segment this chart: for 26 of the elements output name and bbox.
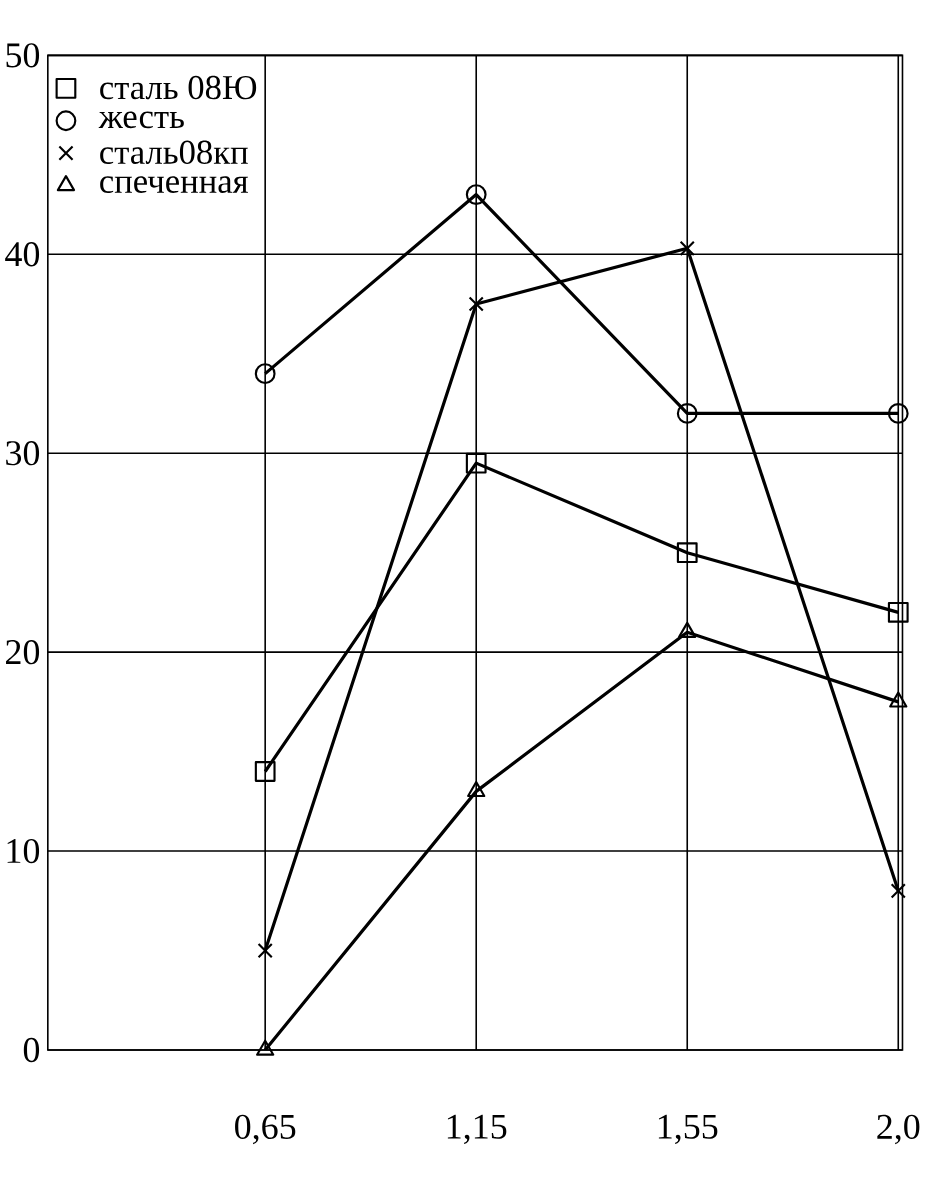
y-tick-label: 20 xyxy=(5,639,39,665)
point xyxy=(679,240,695,256)
point xyxy=(676,542,698,564)
x-tick-label: 0,65 xyxy=(234,1114,296,1145)
y-tick-label: 40 xyxy=(5,242,39,267)
x-tick-label: 1,55 xyxy=(658,1114,718,1145)
legend-label: сталь08кп xyxy=(100,140,248,164)
point xyxy=(890,883,906,899)
x-tick-label: 2,0 xyxy=(877,1114,920,1145)
legend-label: спеченная xyxy=(100,176,248,193)
y-tick-label: 10 xyxy=(7,838,39,864)
y-tick-label: 30 xyxy=(6,441,39,466)
point xyxy=(676,403,698,424)
y-tick-label: 50 xyxy=(6,43,39,68)
point xyxy=(887,403,909,424)
point xyxy=(254,363,276,385)
point xyxy=(468,296,484,312)
x-tick-label: 1,15 xyxy=(447,1114,507,1145)
point xyxy=(465,452,487,474)
point xyxy=(257,942,273,959)
point xyxy=(887,601,909,623)
point xyxy=(254,761,276,782)
y-tick-label: 0 xyxy=(23,1037,39,1063)
legend-label: сталь 08Ю xyxy=(100,75,257,100)
legend-label: жесть xyxy=(98,111,184,129)
point xyxy=(465,184,487,205)
